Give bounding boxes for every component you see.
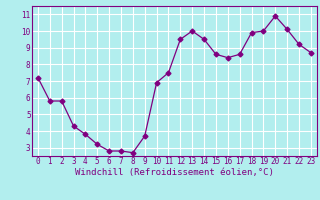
X-axis label: Windchill (Refroidissement éolien,°C): Windchill (Refroidissement éolien,°C) — [75, 168, 274, 177]
